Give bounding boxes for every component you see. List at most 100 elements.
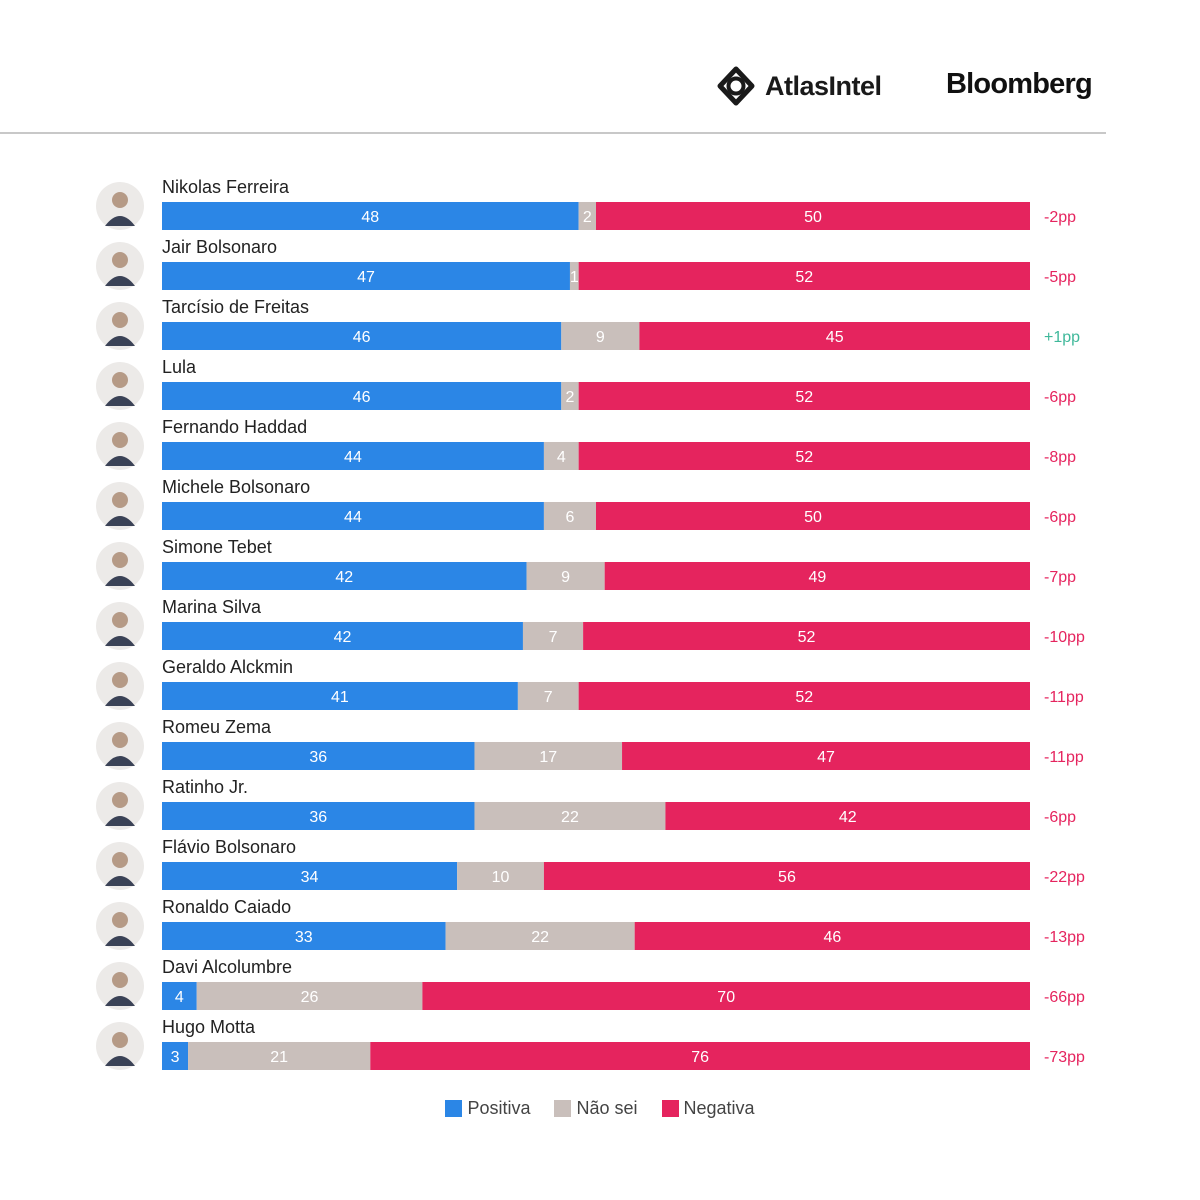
bar-nao-sei-14 <box>188 1042 371 1070</box>
bar-nao-sei-12 <box>445 922 635 950</box>
bar-positiva-13 <box>162 982 197 1010</box>
legend-label-nao-sei: Não sei <box>576 1098 638 1118</box>
bar-negativa-13 <box>422 982 1030 1010</box>
bar-nao-sei-0 <box>578 202 596 230</box>
bar-nao-sei-1 <box>569 262 579 290</box>
bar-positiva-8 <box>162 682 518 710</box>
bar-nao-sei-8 <box>517 682 579 710</box>
label-positiva-9: 36 <box>309 749 327 766</box>
row-name-11: Flávio Bolsonaro <box>162 837 296 857</box>
bar-negativa-4 <box>578 442 1030 470</box>
avatar-body-0 <box>105 216 135 226</box>
diff-label-10: -6pp <box>1044 809 1076 826</box>
bar-negativa-8 <box>578 682 1030 710</box>
label-positiva-14: 3 <box>171 1049 180 1066</box>
label-nao-sei-9: 17 <box>539 749 557 766</box>
label-negativa-6: 49 <box>808 569 826 586</box>
label-negativa-13: 70 <box>717 989 735 1006</box>
label-positiva-7: 42 <box>334 629 352 646</box>
avatar-body-1 <box>105 276 135 286</box>
diff-label-14: -73pp <box>1044 1049 1085 1066</box>
row-name-12: Ronaldo Caiado <box>162 897 291 917</box>
bar-nao-sei-2 <box>561 322 640 350</box>
avatar-body-5 <box>105 516 135 526</box>
avatar-body-6 <box>105 576 135 586</box>
bar-nao-sei-4 <box>543 442 579 470</box>
bar-negativa-7 <box>583 622 1030 650</box>
label-positiva-13: 4 <box>175 989 184 1006</box>
bar-positiva-10 <box>162 802 475 830</box>
row-name-6: Simone Tebet <box>162 537 272 557</box>
label-positiva-0: 48 <box>361 209 379 226</box>
avatar-head-2 <box>112 312 128 328</box>
label-nao-sei-1: 1 <box>570 269 579 286</box>
legend-item-negativa: Negativa <box>661 1098 755 1119</box>
atlasintel-mark-icon <box>717 66 755 106</box>
bar-nao-sei-13 <box>196 982 423 1010</box>
label-positiva-5: 44 <box>344 509 362 526</box>
label-nao-sei-6: 9 <box>561 569 570 586</box>
label-positiva-2: 46 <box>353 329 371 346</box>
avatar-head-3 <box>112 372 128 388</box>
avatar-head-1 <box>112 252 128 268</box>
diff-label-4: -8pp <box>1044 449 1076 466</box>
diff-label-7: -10pp <box>1044 629 1085 646</box>
bar-nao-sei-9 <box>474 742 623 770</box>
bar-positiva-12 <box>162 922 446 950</box>
avatar-body-3 <box>105 396 135 406</box>
bar-nao-sei-7 <box>522 622 584 650</box>
legend-item-positiva: Positiva <box>445 1098 530 1119</box>
label-negativa-11: 56 <box>778 869 796 886</box>
bar-negativa-11 <box>543 862 1030 890</box>
avatar-head-8 <box>112 672 128 688</box>
bar-negativa-6 <box>604 562 1030 590</box>
bar-nao-sei-3 <box>561 382 579 410</box>
avatar-body-9 <box>105 756 135 766</box>
legend-swatch-nao-sei <box>554 1100 572 1117</box>
bar-nao-sei-6 <box>526 562 605 590</box>
avatar-head-6 <box>112 552 128 568</box>
label-negativa-2: 45 <box>826 329 844 346</box>
legend-swatch-positiva <box>445 1100 463 1117</box>
label-negativa-5: 50 <box>804 509 822 526</box>
label-nao-sei-10: 22 <box>561 809 579 826</box>
avatar-body-14 <box>105 1056 135 1066</box>
atlasintel-logo-text: AtlasIntel <box>765 70 882 101</box>
avatar-head-13 <box>112 972 128 988</box>
label-nao-sei-8: 7 <box>544 689 553 706</box>
avatar-body-4 <box>105 456 135 466</box>
label-negativa-9: 47 <box>817 749 835 766</box>
header-divider <box>0 132 1106 134</box>
bar-negativa-3 <box>578 382 1030 410</box>
row-name-8: Geraldo Alckmin <box>162 657 293 677</box>
label-nao-sei-0: 2 <box>583 209 592 226</box>
avatar-head-0 <box>112 192 128 208</box>
row-name-4: Fernando Haddad <box>162 417 307 437</box>
bar-positiva-6 <box>162 562 527 590</box>
legend-item-nao-sei: Não sei <box>554 1098 638 1119</box>
diff-label-2: +1pp <box>1044 329 1080 346</box>
header: AtlasIntel Bloomberg <box>0 0 1200 140</box>
legend-label-negativa: Negativa <box>683 1098 755 1118</box>
bar-negativa-12 <box>634 922 1030 950</box>
bar-negativa-14 <box>370 1042 1030 1070</box>
row-name-3: Lula <box>162 357 197 377</box>
bar-negativa-0 <box>596 202 1030 230</box>
label-positiva-1: 47 <box>357 269 375 286</box>
avatar-body-12 <box>105 936 135 946</box>
avatar-head-12 <box>112 912 128 928</box>
bar-negativa-10 <box>665 802 1030 830</box>
row-name-2: Tarcísio de Freitas <box>162 297 309 317</box>
row-name-5: Michele Bolsonaro <box>162 477 310 497</box>
label-nao-sei-7: 7 <box>549 629 558 646</box>
avatar-head-5 <box>112 492 128 508</box>
label-positiva-6: 42 <box>335 569 353 586</box>
row-name-7: Marina Silva <box>162 597 262 617</box>
diff-label-12: -13pp <box>1044 929 1085 946</box>
bar-positiva-0 <box>162 202 579 230</box>
label-negativa-12: 46 <box>823 929 841 946</box>
bar-positiva-5 <box>162 502 544 530</box>
label-negativa-4: 52 <box>795 449 813 466</box>
bloomberg-logo: Bloomberg <box>946 68 1093 100</box>
